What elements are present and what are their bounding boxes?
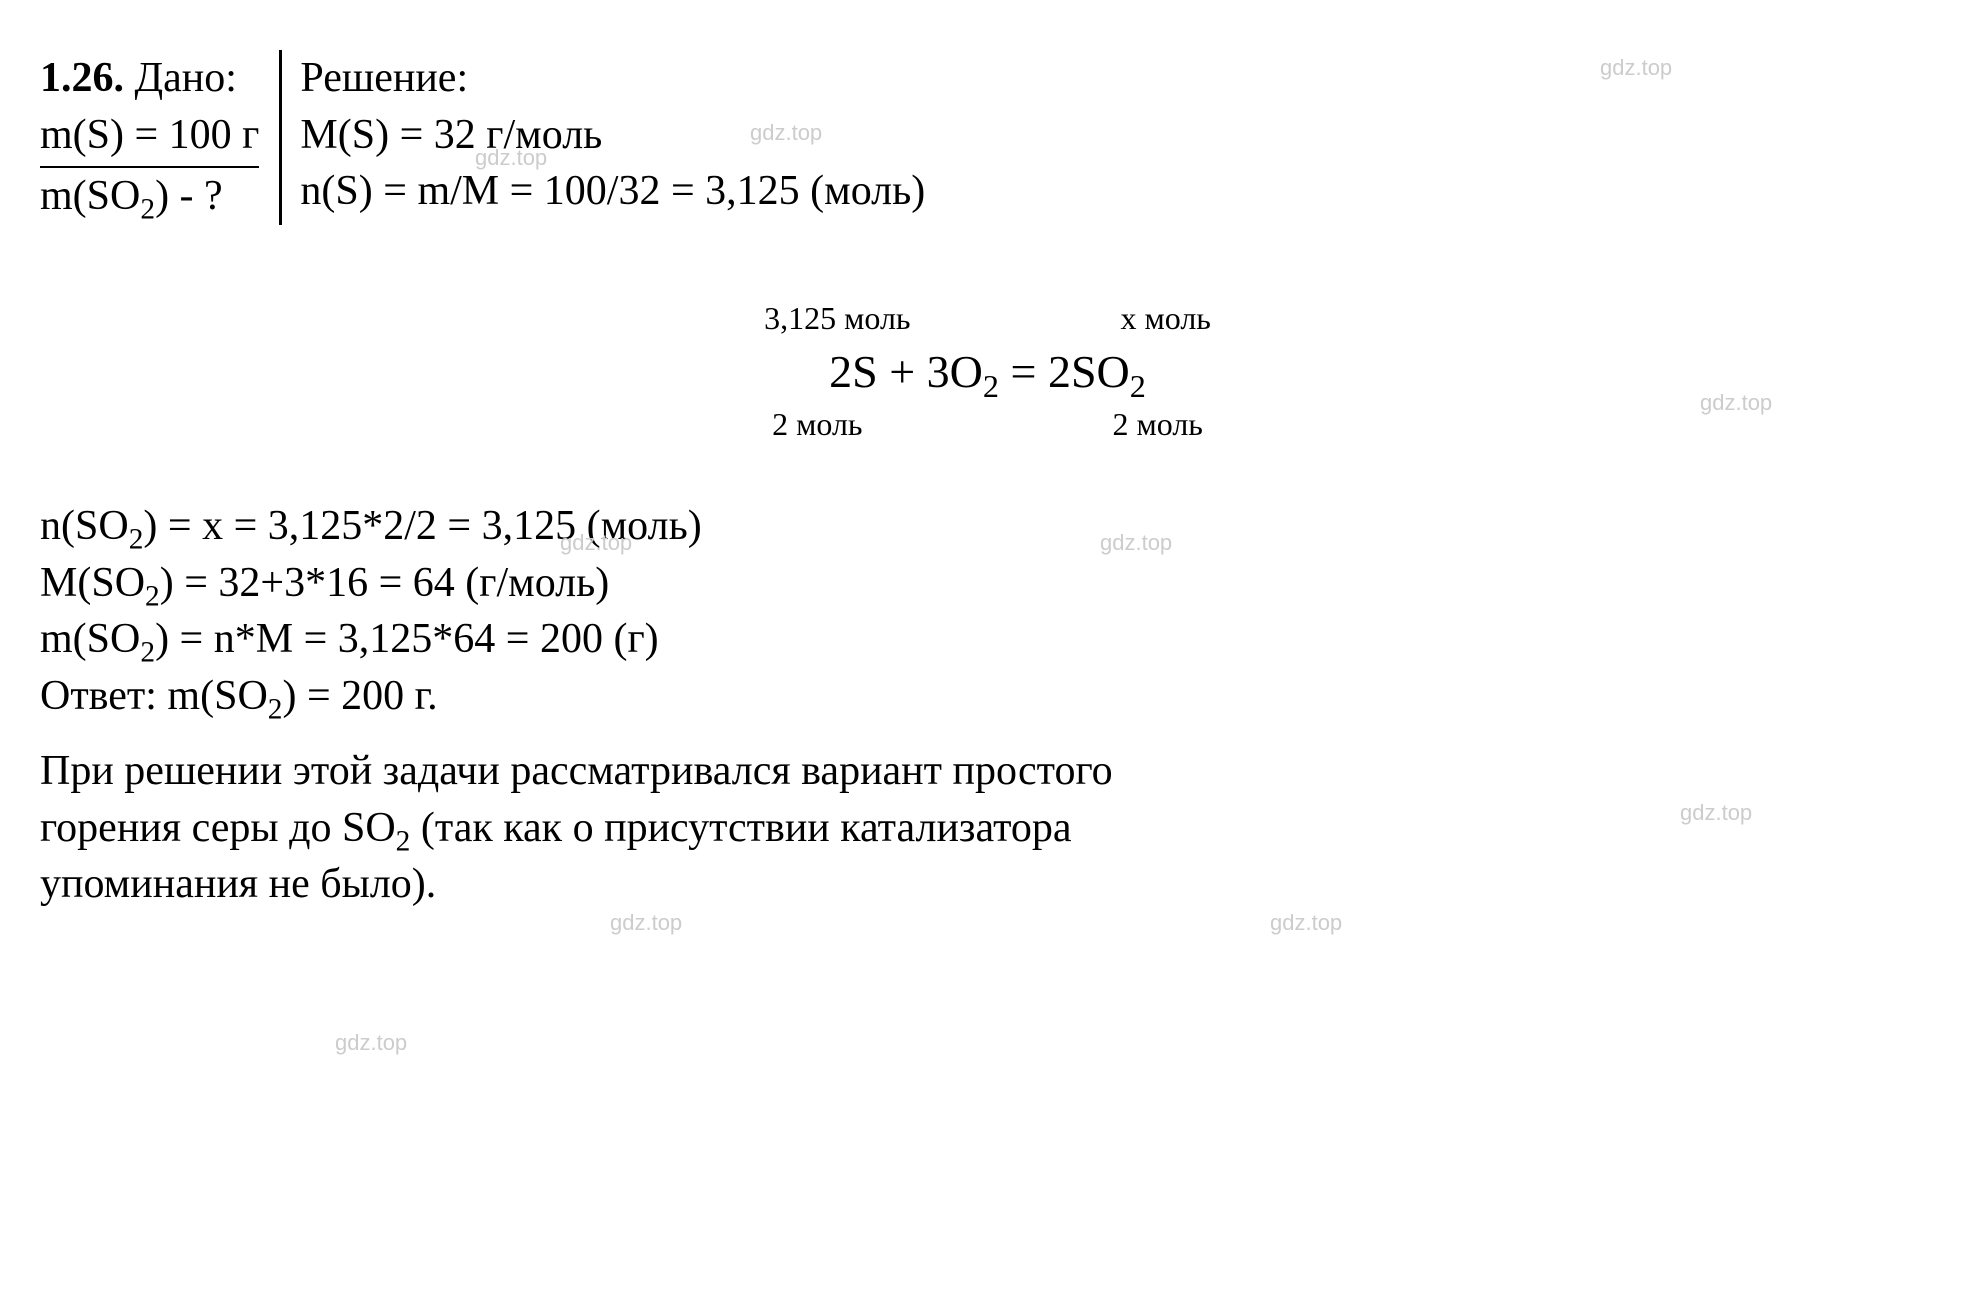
equation-block: 3,125 моль х моль 2S + 3O2 = 2SO2 2 моль… xyxy=(40,300,1935,443)
r2-post: ) = 32+3*16 = 64 (г/моль) xyxy=(160,560,610,606)
solution-line-1: M(S) = 32 г/моль xyxy=(300,107,925,164)
unknown-pre: m(SO xyxy=(40,173,140,219)
r1-sub: 2 xyxy=(129,523,144,555)
annotation-top-left: 3,125 моль xyxy=(764,300,910,337)
r2-pre: M(SO xyxy=(40,560,145,606)
answer-line: Ответ: m(SO2) = 200 г. xyxy=(40,668,1935,725)
equation-mid: = 2SO xyxy=(999,346,1130,397)
problem-header: 1.26. Дано: m(S) = 100 г m(SO2) - ? Реше… xyxy=(40,50,1935,225)
given-line-1: 1.26. Дано: xyxy=(40,50,259,107)
watermark-text: gdz.top xyxy=(610,910,682,936)
unknown-post: ) - ? xyxy=(155,173,223,219)
equation-left: 2S + 3O xyxy=(829,346,983,397)
ans-post: ) = 200 г. xyxy=(282,673,437,719)
equation-sub1: 2 xyxy=(983,368,999,404)
solution-label: Решение: xyxy=(300,50,925,107)
n2-sub: 2 xyxy=(396,825,411,857)
given-mass: m(S) = 100 г xyxy=(40,107,259,169)
r1-pre: n(SO xyxy=(40,503,129,549)
final-note: При решении этой задачи рассматривался в… xyxy=(40,743,1935,913)
ans-sub: 2 xyxy=(268,694,283,726)
ans-pre: Ответ: m(SO xyxy=(40,673,268,719)
annotation-top-right: х моль xyxy=(1121,300,1211,337)
unknown-sub: 2 xyxy=(140,194,155,226)
solution-line-2: n(S) = m/M = 100/32 = 3,125 (моль) xyxy=(300,163,925,220)
result-line-2: M(SO2) = 32+3*16 = 64 (г/моль) xyxy=(40,555,1935,612)
note-line-2: горения серы до SO2 (так как о присутств… xyxy=(40,800,1935,857)
given-label: Дано: xyxy=(135,55,237,101)
equation-bottom-annotations: 2 моль 2 моль xyxy=(40,406,1935,443)
r3-sub: 2 xyxy=(140,637,155,669)
annotation-bottom-left: 2 моль xyxy=(772,406,862,443)
given-line-3: m(SO2) - ? xyxy=(40,168,259,225)
r3-pre: m(SO xyxy=(40,616,140,662)
annotation-bottom-right: 2 моль xyxy=(1113,406,1203,443)
equation-sub2: 2 xyxy=(1130,368,1146,404)
r1-post: ) = x = 3,125*2/2 = 3,125 (моль) xyxy=(143,503,701,549)
watermark-text: gdz.top xyxy=(335,1030,407,1056)
given-section: 1.26. Дано: m(S) = 100 г m(SO2) - ? xyxy=(40,50,282,225)
problem-number: 1.26. xyxy=(40,55,124,101)
r3-post: ) = n*M = 3,125*64 = 200 (г) xyxy=(155,616,659,662)
given-line-2: m(S) = 100 г xyxy=(40,107,259,169)
r2-sub: 2 xyxy=(145,580,160,612)
equation-top-annotations: 3,125 моль х моль xyxy=(40,300,1935,337)
solution-section: Решение: M(S) = 32 г/моль n(S) = m/M = 1… xyxy=(282,50,925,220)
note-line-3: упоминания не было). xyxy=(40,856,1935,913)
equation-main: 2S + 3O2 = 2SO2 xyxy=(40,345,1935,398)
result-line-1: n(SO2) = x = 3,125*2/2 = 3,125 (моль) xyxy=(40,498,1935,555)
n2-pre: горения серы до SO xyxy=(40,805,396,851)
n2-post: (так как о присутствии катализатора xyxy=(410,805,1071,851)
result-line-3: m(SO2) = n*M = 3,125*64 = 200 (г) xyxy=(40,611,1935,668)
note-line-1: При решении этой задачи рассматривался в… xyxy=(40,743,1935,800)
results-section: n(SO2) = x = 3,125*2/2 = 3,125 (моль) M(… xyxy=(40,498,1935,725)
watermark-text: gdz.top xyxy=(1270,910,1342,936)
